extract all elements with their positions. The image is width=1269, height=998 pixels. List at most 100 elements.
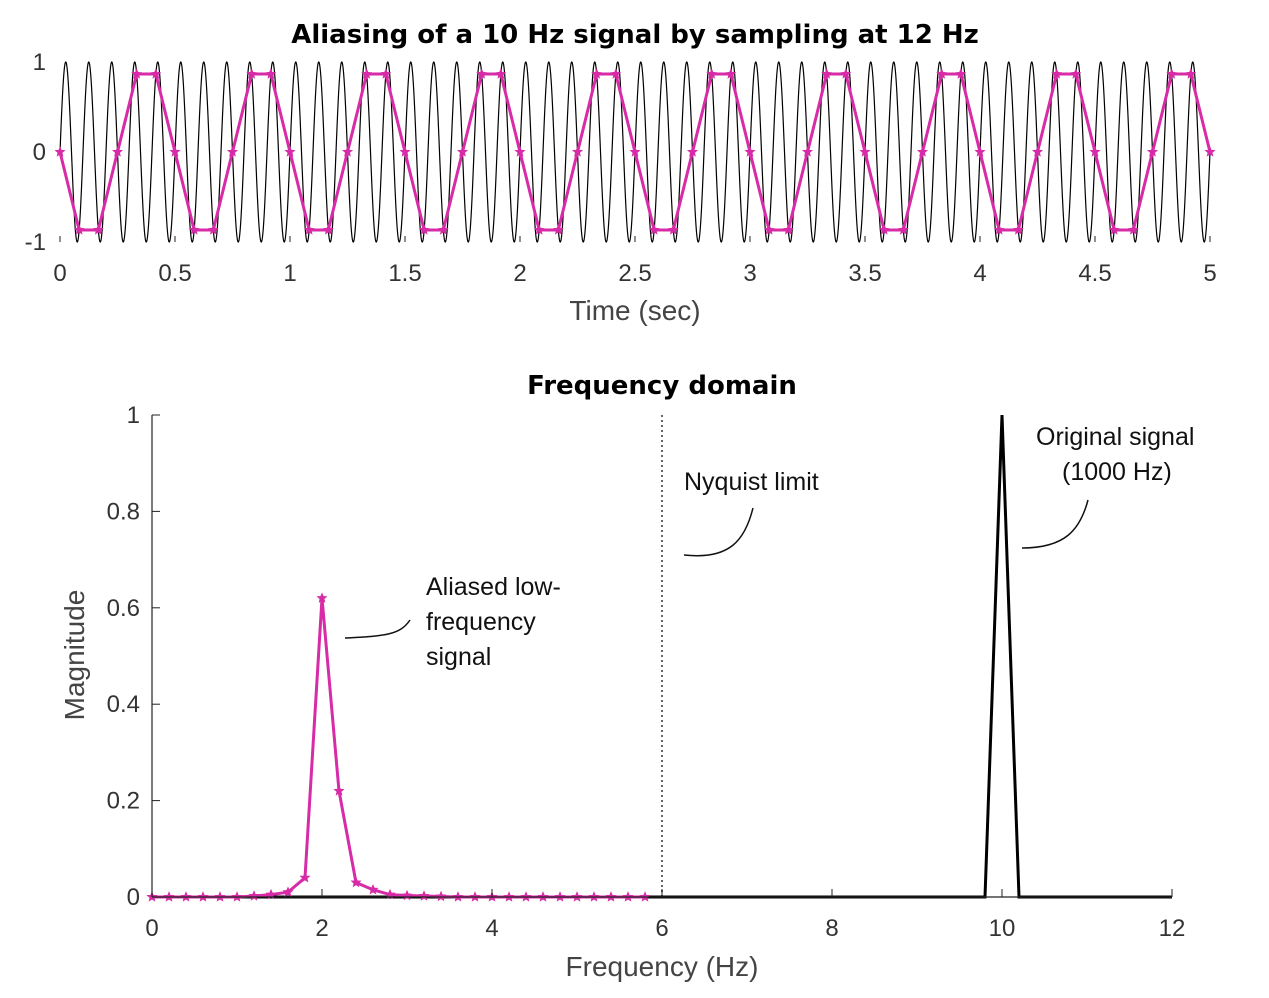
sample-point [706,68,718,79]
sample-point [1185,68,1197,79]
time-x-tick-label: 4 [973,260,986,287]
sample-point [782,224,794,235]
sample-point [629,146,641,157]
sample-point [897,224,909,235]
sample-point [840,68,852,79]
sample-point [686,146,699,157]
sample-point [1166,68,1178,79]
sample-point [859,146,871,157]
sample-point [610,68,622,79]
sample-point [821,68,833,79]
sample-point [73,224,85,235]
sample-point [1127,224,1139,235]
sample-point [341,146,354,157]
aliased-spectrum-point [282,886,294,897]
frequency-axes: 0 2 4 6 8 10 12 0 0.2 0.4 0.6 0.8 1 [107,402,1186,942]
aliased-spectrum-line [152,596,645,899]
time-plot-area [54,61,1216,243]
frequency-y-tick-label: 0 [127,884,140,911]
nyquist-annotation: Nyquist limit [684,468,819,496]
sample-point [322,224,334,235]
sample-point [54,146,66,157]
time-y-tick-label: 1 [33,49,46,76]
alias-annotation-line1: Aliased low- [426,573,561,601]
aliased-spectrum-point [418,890,430,901]
sample-point [552,224,564,235]
original-annotation-line1: Original signal [1036,423,1194,451]
sample-point [399,146,411,157]
sample-point [1108,224,1120,235]
aliased-spectrum-point [350,876,362,888]
time-chart-title: Aliasing of a 10 Hz signal by sampling a… [291,20,979,50]
aliased-spectrum-point [333,785,345,796]
sample-point [456,146,469,157]
frequency-y-tick-label: 0.4 [107,691,140,718]
original-annotation-line2: (1000 Hz) [1062,458,1172,486]
frequency-x-tick-label: 10 [989,915,1016,942]
time-y-tick-label: -1 [25,229,46,256]
time-x-tick-label: 0.5 [158,260,191,287]
sample-point [916,146,929,157]
sample-point [380,68,392,79]
aliased-spectrum-point [316,592,328,603]
time-x-tick-label: 0 [53,260,66,287]
sample-point [763,224,775,235]
alias-annotation-pointer [344,619,411,639]
sample-point [495,68,507,79]
sample-point [936,68,948,79]
time-x-tick-label: 5 [1203,260,1216,287]
sample-point [111,146,124,157]
alias-annotation-line2: frequency [426,608,536,636]
sample-point [1012,224,1024,235]
sample-point [801,146,814,157]
alias-annotation-line3: signal [426,643,491,671]
frequency-y-tick-label: 1 [127,402,140,429]
sample-point [92,224,104,235]
time-x-tick-label: 1.5 [388,260,421,287]
frequency-x-tick-label: 0 [145,915,158,942]
sample-point [974,146,986,157]
sample-point [131,68,143,79]
sample-point [533,224,545,235]
frequency-x-tick-label: 4 [485,915,498,942]
frequency-x-tick-label: 8 [825,915,838,942]
frequency-plot-area [146,414,1172,902]
sample-point [437,224,449,235]
sample-point [188,224,200,235]
sample-point [1051,68,1063,79]
aliased-spectrum-point [435,890,447,902]
sample-point [226,146,239,157]
sample-point [476,68,488,79]
time-x-tick-label: 3.5 [848,260,881,287]
sample-point [1031,146,1044,157]
original-annotation-pointer [1021,499,1089,549]
sample-point [169,146,181,157]
sample-point [571,146,584,157]
frequency-x-tick-label: 12 [1159,915,1186,942]
frequency-domain-chart: Frequency domain 0 2 4 6 8 10 12 0 0.2 0.4 0.6 0.8 1… [59,371,1194,982]
aliased-spectrum-point [248,890,260,901]
frequency-chart-title: Frequency domain [527,371,797,401]
sample-point [246,68,258,79]
sample-point [514,146,526,157]
time-x-tick-label: 2 [513,260,526,287]
sample-point [284,146,296,157]
sample-point [648,224,660,235]
aliased-spectrum-point [367,884,379,895]
time-axes: 0 0.5 1 1.5 2 2.5 3 3.5 4 4.5 5 -1 0 1 [25,49,1217,287]
sample-point [878,224,890,235]
frequency-x-tick-label: 2 [315,915,328,942]
frequency-x-axis-label: Frequency (Hz) [566,951,759,982]
sample-point [1070,68,1082,79]
time-x-tick-label: 4.5 [1078,260,1111,287]
sample-point [303,224,315,235]
sample-point [993,224,1005,235]
time-x-axis-label: Time (sec) [569,295,700,326]
sample-point [1089,146,1101,157]
sample-point [744,146,756,157]
sample-point [955,68,967,79]
aliased-spectrum-point [299,871,311,883]
sample-point [1204,146,1216,157]
frequency-x-tick-label: 6 [655,915,668,942]
